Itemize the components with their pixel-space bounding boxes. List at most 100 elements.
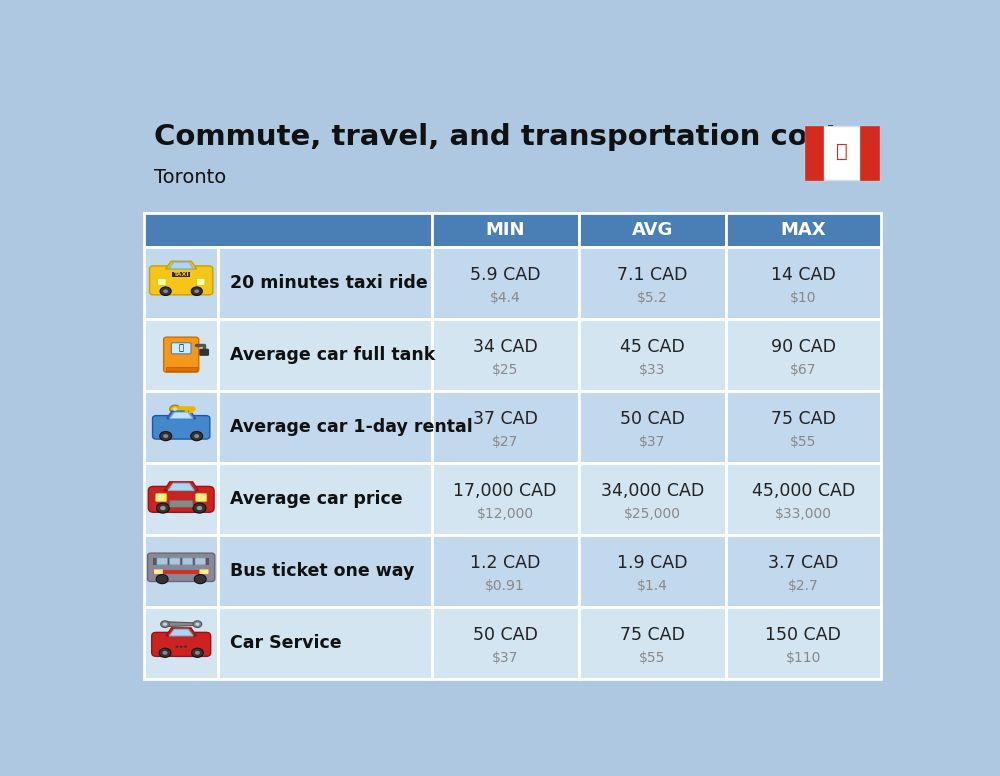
Text: 34,000 CAD: 34,000 CAD <box>601 482 704 500</box>
Polygon shape <box>166 262 197 268</box>
Text: 75 CAD: 75 CAD <box>771 410 836 428</box>
Text: 75 CAD: 75 CAD <box>620 625 685 644</box>
Text: $4.4: $4.4 <box>490 291 521 305</box>
FancyBboxPatch shape <box>726 390 881 462</box>
Text: 💧: 💧 <box>178 344 183 352</box>
FancyBboxPatch shape <box>169 501 193 508</box>
FancyBboxPatch shape <box>432 213 579 247</box>
Text: $27: $27 <box>492 435 518 449</box>
Circle shape <box>173 407 177 411</box>
FancyBboxPatch shape <box>432 607 579 679</box>
Circle shape <box>197 506 202 511</box>
Circle shape <box>184 646 187 648</box>
Text: Commute, travel, and transportation costs: Commute, travel, and transportation cost… <box>154 123 857 151</box>
FancyBboxPatch shape <box>157 279 166 286</box>
Circle shape <box>170 405 180 413</box>
FancyBboxPatch shape <box>726 535 881 607</box>
Circle shape <box>175 646 178 648</box>
Text: AVG: AVG <box>632 220 673 239</box>
FancyBboxPatch shape <box>726 213 881 247</box>
FancyBboxPatch shape <box>218 462 432 535</box>
Circle shape <box>160 287 171 296</box>
FancyBboxPatch shape <box>164 337 199 372</box>
Polygon shape <box>166 628 196 636</box>
FancyBboxPatch shape <box>432 390 579 462</box>
Text: Average car full tank: Average car full tank <box>230 345 436 364</box>
Text: $33,000: $33,000 <box>775 507 832 521</box>
FancyBboxPatch shape <box>195 558 205 565</box>
Circle shape <box>194 434 199 438</box>
Circle shape <box>195 651 200 655</box>
FancyBboxPatch shape <box>156 494 167 501</box>
FancyBboxPatch shape <box>172 272 190 277</box>
Circle shape <box>193 621 202 628</box>
Circle shape <box>191 287 202 296</box>
Circle shape <box>191 431 203 441</box>
Text: 150 CAD: 150 CAD <box>765 625 841 644</box>
Text: Car Service: Car Service <box>230 634 342 652</box>
FancyBboxPatch shape <box>579 213 726 247</box>
Text: 🍁: 🍁 <box>836 142 848 161</box>
Circle shape <box>163 289 168 293</box>
FancyBboxPatch shape <box>153 570 209 574</box>
Text: 50 CAD: 50 CAD <box>473 625 538 644</box>
FancyBboxPatch shape <box>199 348 209 356</box>
Polygon shape <box>170 412 193 418</box>
Text: $55: $55 <box>639 651 666 665</box>
Circle shape <box>194 289 199 293</box>
Polygon shape <box>169 629 193 636</box>
FancyBboxPatch shape <box>218 390 432 462</box>
Circle shape <box>156 503 169 513</box>
Circle shape <box>163 434 168 438</box>
FancyBboxPatch shape <box>218 319 432 390</box>
Circle shape <box>160 431 172 441</box>
Polygon shape <box>168 483 194 490</box>
Text: 20 minutes taxi ride: 20 minutes taxi ride <box>230 274 428 292</box>
Text: 37 CAD: 37 CAD <box>473 410 538 428</box>
Text: $12,000: $12,000 <box>477 507 534 521</box>
FancyBboxPatch shape <box>196 494 207 501</box>
Text: $10: $10 <box>790 291 817 305</box>
Circle shape <box>163 622 167 625</box>
FancyBboxPatch shape <box>432 247 579 319</box>
FancyBboxPatch shape <box>144 390 218 462</box>
FancyBboxPatch shape <box>144 462 218 535</box>
Text: MAX: MAX <box>781 220 826 239</box>
Text: $5.2: $5.2 <box>637 291 668 305</box>
Polygon shape <box>167 411 196 418</box>
FancyBboxPatch shape <box>726 247 881 319</box>
Text: $110: $110 <box>786 651 821 665</box>
FancyBboxPatch shape <box>218 535 432 607</box>
Text: Bus ticket one way: Bus ticket one way <box>230 562 415 580</box>
Text: 50 CAD: 50 CAD <box>620 410 685 428</box>
Circle shape <box>191 648 203 657</box>
Circle shape <box>159 648 171 657</box>
FancyBboxPatch shape <box>171 343 191 354</box>
Circle shape <box>180 646 183 648</box>
FancyBboxPatch shape <box>432 462 579 535</box>
Text: 90 CAD: 90 CAD <box>771 338 836 355</box>
FancyBboxPatch shape <box>144 213 432 247</box>
Circle shape <box>156 574 168 584</box>
FancyBboxPatch shape <box>579 390 726 462</box>
Text: $2.7: $2.7 <box>788 579 819 593</box>
Text: $55: $55 <box>790 435 817 449</box>
Text: $1.4: $1.4 <box>637 579 668 593</box>
Text: $25: $25 <box>492 362 518 377</box>
FancyBboxPatch shape <box>805 126 823 180</box>
Text: 45,000 CAD: 45,000 CAD <box>752 482 855 500</box>
Polygon shape <box>169 262 193 268</box>
FancyBboxPatch shape <box>170 558 180 565</box>
Text: $37: $37 <box>492 651 518 665</box>
Text: 45 CAD: 45 CAD <box>620 338 685 355</box>
FancyBboxPatch shape <box>218 607 432 679</box>
FancyBboxPatch shape <box>148 553 215 581</box>
Polygon shape <box>165 622 197 626</box>
Text: $25,000: $25,000 <box>624 507 681 521</box>
FancyBboxPatch shape <box>153 558 209 565</box>
FancyBboxPatch shape <box>144 247 218 319</box>
Text: $33: $33 <box>639 362 666 377</box>
FancyBboxPatch shape <box>805 126 879 180</box>
FancyBboxPatch shape <box>432 319 579 390</box>
Circle shape <box>195 622 199 625</box>
